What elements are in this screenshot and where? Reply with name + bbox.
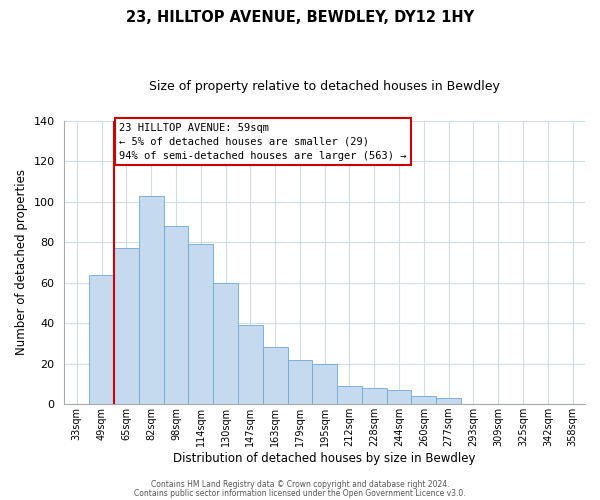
Text: Contains public sector information licensed under the Open Government Licence v3: Contains public sector information licen… [134, 488, 466, 498]
Bar [114, 248, 139, 404]
Text: 23 HILLTOP AVENUE: 59sqm
← 5% of detached houses are smaller (29)
94% of semi-de: 23 HILLTOP AVENUE: 59sqm ← 5% of detache… [119, 122, 406, 160]
X-axis label: Distribution of detached houses by size in Bewdley: Distribution of detached houses by size … [173, 452, 476, 465]
Bar [436, 398, 461, 404]
Text: 23, HILLTOP AVENUE, BEWDLEY, DY12 1HY: 23, HILLTOP AVENUE, BEWDLEY, DY12 1HY [126, 10, 474, 25]
Y-axis label: Number of detached properties: Number of detached properties [15, 170, 28, 356]
Bar [89, 274, 114, 404]
Bar [337, 386, 362, 404]
Bar [313, 364, 337, 404]
Bar [412, 396, 436, 404]
Bar [287, 360, 313, 404]
Bar [386, 390, 412, 404]
Bar [213, 282, 238, 404]
Bar [164, 226, 188, 404]
Text: Contains HM Land Registry data © Crown copyright and database right 2024.: Contains HM Land Registry data © Crown c… [151, 480, 449, 489]
Bar [188, 244, 213, 404]
Bar [139, 196, 164, 404]
Title: Size of property relative to detached houses in Bewdley: Size of property relative to detached ho… [149, 80, 500, 93]
Bar [263, 348, 287, 404]
Bar [362, 388, 386, 404]
Bar [238, 325, 263, 404]
